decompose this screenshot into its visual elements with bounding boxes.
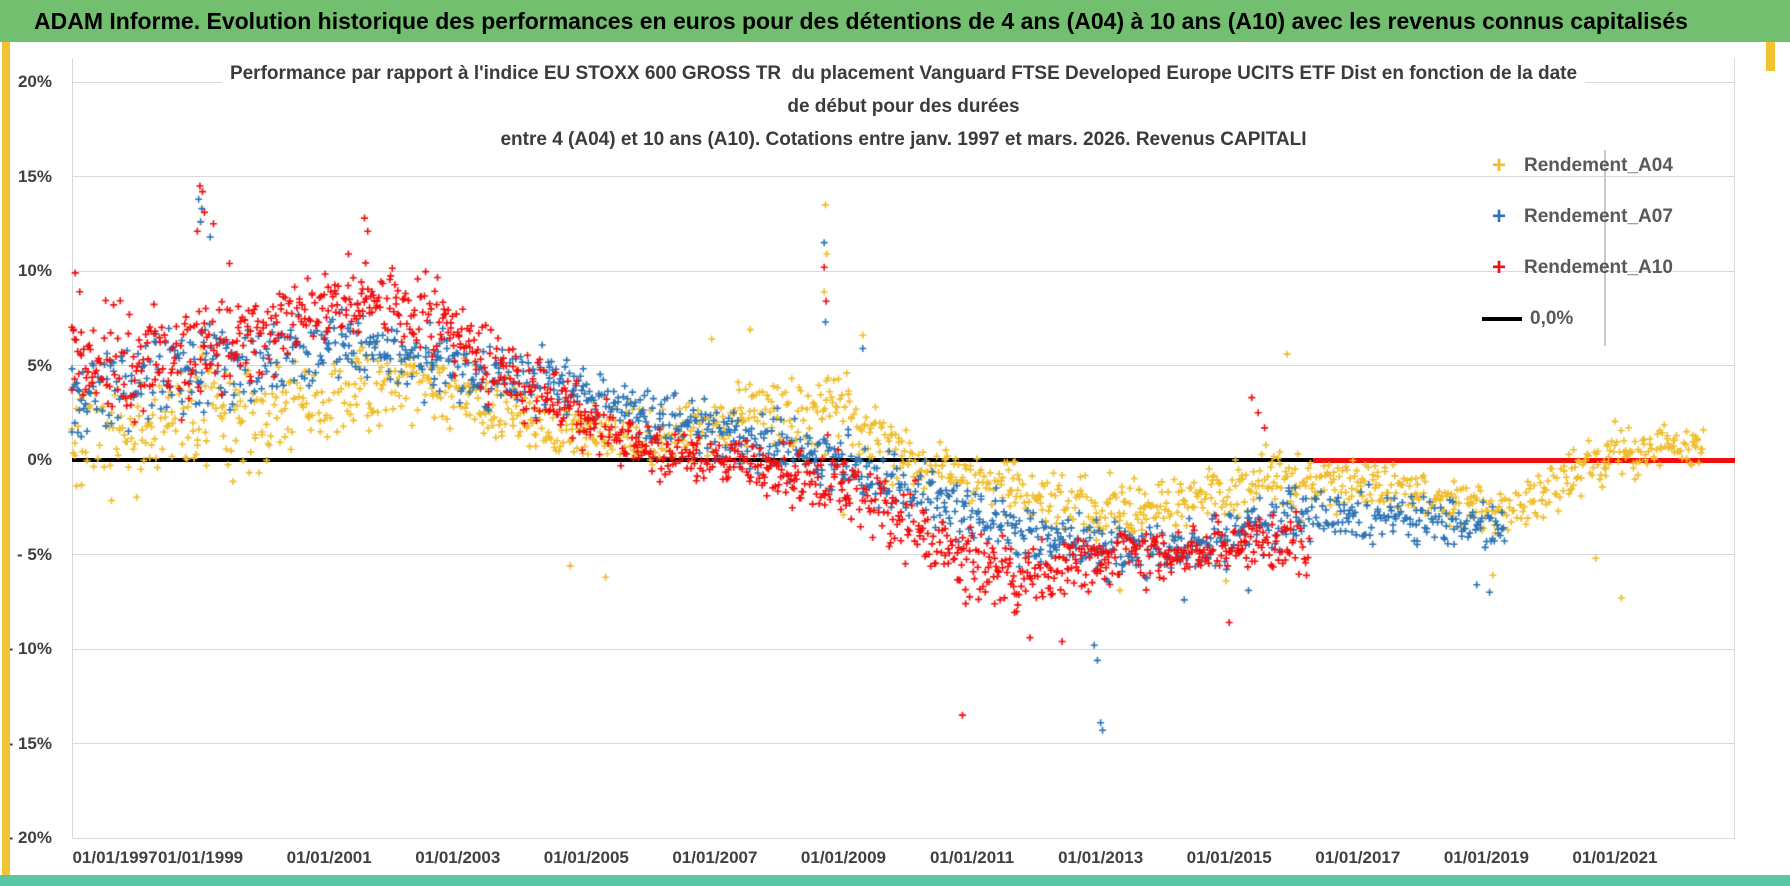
x-tick-label: 01/01/2019 (1443, 848, 1529, 867)
plus-marker-icon: + (1491, 152, 1506, 179)
x-tick-label: 01/01/2017 (1315, 848, 1401, 867)
legend-item-0-0-[interactable]: 0,0% (1482, 305, 1762, 333)
gridline (72, 837, 1735, 839)
header-bar: ADAM Informe. Evolution historique des p… (0, 0, 1790, 42)
bottom-highlight-bar (0, 875, 1790, 886)
x-tick-label: 01/01/2013 (1058, 848, 1144, 867)
chart-title-line2: de début pour des durées (779, 90, 1028, 123)
legend-label: 0,0% (1530, 308, 1574, 329)
gridline (72, 554, 1735, 555)
plus-marker-icon: + (1491, 254, 1506, 281)
x-tick-label: 01/01/2011 (929, 848, 1015, 867)
chart-title-line1: Performance par rapport à l'indice EU ST… (221, 57, 1586, 90)
gridline (72, 648, 1735, 650)
right-highlight-strip (1766, 41, 1775, 71)
gridline (72, 743, 1735, 744)
chart-title: Performance par rapport à l'indice EU ST… (72, 57, 1735, 156)
chart-title-line3: entre 4 (A04) et 10 ans (A10). Cotations… (492, 123, 1315, 156)
legend-item-rendement-a07[interactable]: + Rendement_A07 (1482, 203, 1762, 231)
left-highlight-strip (2, 41, 10, 875)
x-tick-label: 01/01/2021 (1572, 848, 1658, 867)
legend-item-rendement-a04[interactable]: + Rendement_A04 (1482, 152, 1762, 180)
plus-marker-icon: + (1491, 203, 1506, 230)
legend-label: Rendement_A04 (1524, 155, 1673, 176)
x-tick-label: 01/01/2015 (1186, 848, 1272, 867)
gridline (72, 365, 1735, 366)
x-tick-label: 01/01/1999 (158, 848, 244, 867)
legend-label: Rendement_A07 (1524, 206, 1673, 227)
line-marker-icon (1482, 317, 1522, 321)
x-tick-label: 01/01/2001 (286, 848, 372, 867)
header-title: ADAM Informe. Evolution historique des p… (34, 7, 1688, 34)
x-tick-label: 01/01/2009 (800, 848, 887, 867)
red-zero-segment (1312, 457, 1735, 463)
plot-left-border (72, 58, 73, 838)
x-tick-label: 01/01/2005 (543, 848, 629, 867)
x-tick-label: 01/01/2007 (672, 848, 758, 867)
legend-item-rendement-a10[interactable]: + Rendement_A10 (1482, 254, 1762, 282)
legend-label: Rendement_A10 (1524, 257, 1673, 278)
x-tick-label: 01/01/2003 (415, 848, 501, 867)
chart-legend: + Rendement_A04 + Rendement_A07 + Rendement_A… (1482, 152, 1762, 356)
